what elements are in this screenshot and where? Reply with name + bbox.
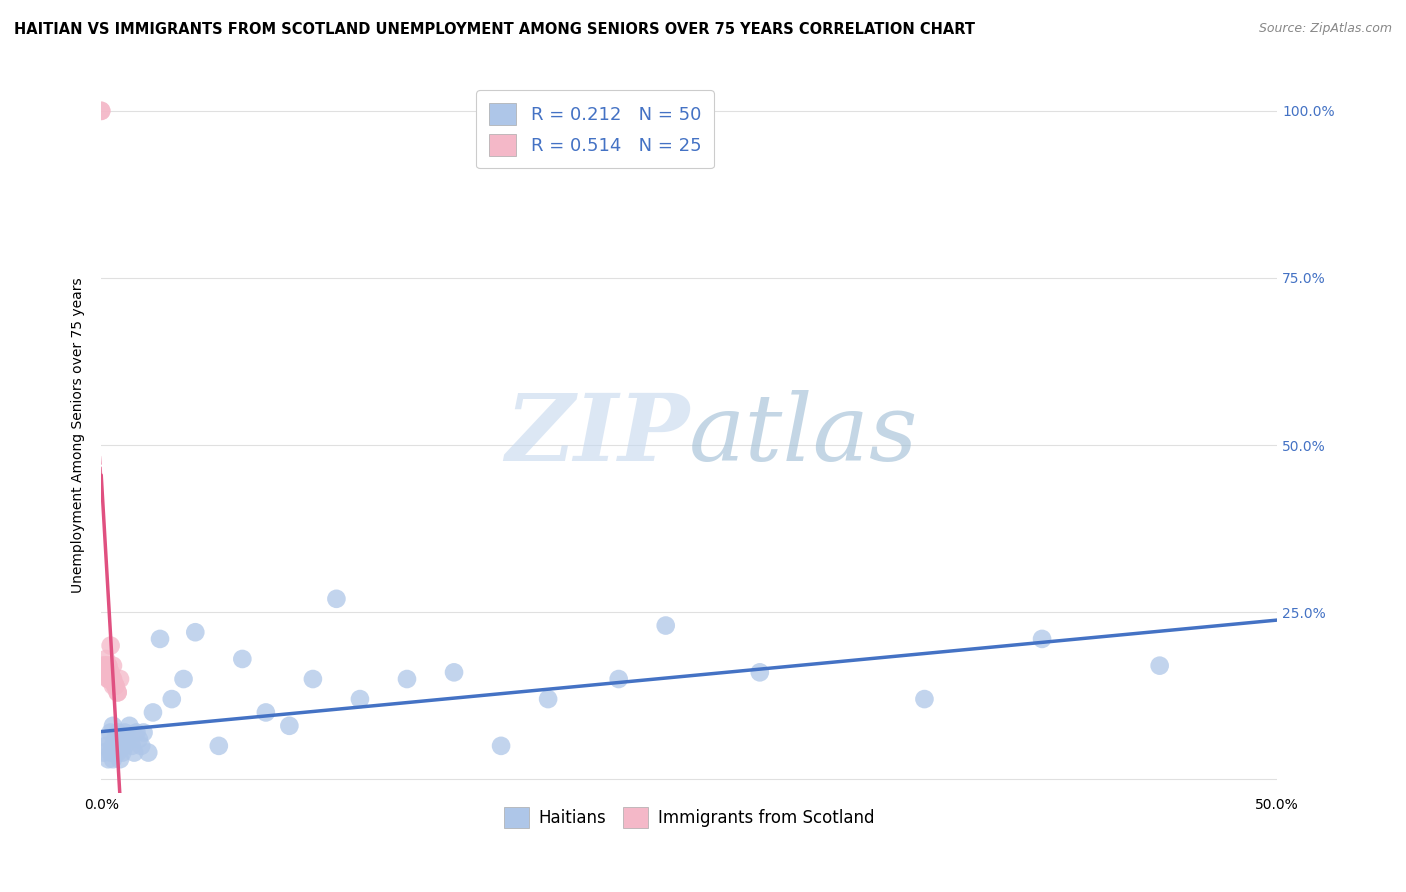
Point [108,752,131,766]
Point [97,658,120,673]
Point [748,665,770,680]
Text: HAITIAN VS IMMIGRANTS FROM SCOTLAND UNEMPLOYMENT AMONG SENIORS OVER 75 YEARS COR: HAITIAN VS IMMIGRANTS FROM SCOTLAND UNEM… [14,22,974,37]
Point [93,658,115,673]
Point [654,618,676,632]
Text: Source: ZipAtlas.com: Source: ZipAtlas.com [1258,22,1392,36]
Point [97,752,120,766]
Point [94,652,117,666]
Point [136,746,159,760]
Point [118,719,141,733]
Point [302,672,325,686]
Point [90,103,112,118]
Text: atlas: atlas [689,390,918,480]
Point [108,739,131,753]
Point [101,719,124,733]
Point [107,725,129,739]
Point [104,732,127,747]
Point [395,672,418,686]
Point [142,706,165,720]
Point [125,725,148,739]
Point [107,685,129,699]
Point [149,632,172,646]
Point [104,679,127,693]
Point [115,732,138,747]
Point [100,665,122,680]
Point [132,725,155,739]
Point [1149,658,1171,673]
Point [231,652,253,666]
Point [278,719,301,733]
Point [607,672,630,686]
Point [107,746,129,760]
Point [100,672,122,686]
Point [121,739,143,753]
Point [111,732,134,747]
Point [489,739,512,753]
Point [349,692,371,706]
Point [97,672,120,686]
Point [129,739,152,753]
Point [101,672,124,686]
Point [1031,632,1053,646]
Point [128,732,150,747]
Point [114,739,136,753]
Point [184,625,207,640]
Point [104,679,127,693]
Point [443,665,465,680]
Point [97,672,120,686]
Point [111,746,134,760]
Point [160,692,183,706]
Legend: Haitians, Immigrants from Scotland: Haitians, Immigrants from Scotland [498,801,882,834]
Point [100,746,122,760]
Point [537,692,560,706]
Point [101,658,124,673]
Point [94,658,117,673]
Point [100,725,122,739]
Point [94,665,117,680]
Point [122,746,145,760]
Point [100,672,122,686]
Point [101,739,124,753]
Point [325,591,347,606]
Point [254,706,277,720]
Point [104,746,127,760]
Point [114,725,136,739]
Point [208,739,231,753]
Point [93,658,115,673]
Point [173,672,195,686]
Point [94,739,117,753]
Point [108,672,131,686]
Point [101,672,124,686]
Y-axis label: Unemployment Among Seniors over 75 years: Unemployment Among Seniors over 75 years [72,277,86,593]
Point [104,679,127,693]
Point [90,103,112,118]
Point [93,746,115,760]
Point [107,685,129,699]
Point [97,658,120,673]
Point [914,692,936,706]
Point [97,732,120,747]
Point [101,679,124,693]
Text: ZIP: ZIP [505,390,689,480]
Point [101,752,124,766]
Point [100,639,122,653]
